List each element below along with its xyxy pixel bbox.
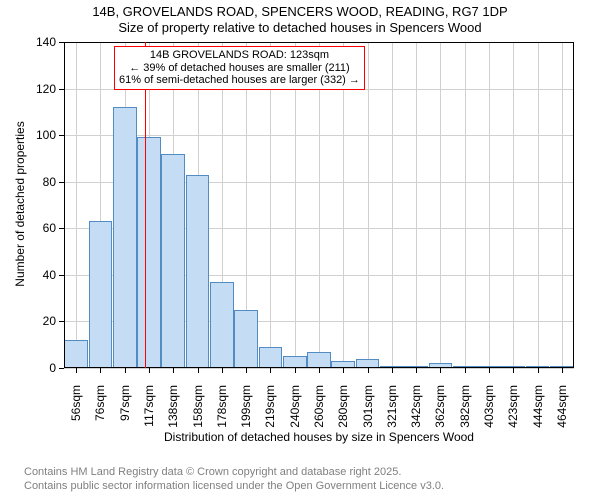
plot-border-right bbox=[573, 42, 574, 368]
x-tick bbox=[198, 368, 199, 373]
x-tick bbox=[416, 368, 417, 373]
gridline-v bbox=[440, 42, 441, 368]
plot-border-left bbox=[64, 42, 65, 368]
x-tick bbox=[100, 368, 101, 373]
gridline-v bbox=[319, 42, 320, 368]
gridline-v bbox=[416, 42, 417, 368]
annotation-line-3: 61% of semi-detached houses are larger (… bbox=[119, 74, 360, 87]
gridline-v bbox=[489, 42, 490, 368]
y-tick bbox=[59, 42, 64, 43]
x-tick-label: 280sqm bbox=[336, 385, 350, 435]
y-tick-label: 140 bbox=[0, 35, 56, 49]
histogram-bar bbox=[234, 310, 258, 368]
y-tick bbox=[59, 275, 64, 276]
footer-line-1: Contains HM Land Registry data © Crown c… bbox=[24, 466, 401, 478]
histogram-bar bbox=[64, 340, 88, 368]
plot-border-top bbox=[64, 42, 574, 43]
x-tick-label: 240sqm bbox=[288, 385, 302, 435]
y-tick bbox=[59, 182, 64, 183]
chart-root: 14B, GROVELANDS ROAD, SPENCERS WOOD, REA… bbox=[0, 0, 600, 500]
title-line-2: Size of property relative to detached ho… bbox=[0, 20, 600, 36]
gridline-v bbox=[270, 42, 271, 368]
y-tick-label: 0 bbox=[0, 361, 56, 375]
x-tick bbox=[222, 368, 223, 373]
x-tick bbox=[343, 368, 344, 373]
x-tick bbox=[465, 368, 466, 373]
x-tick bbox=[125, 368, 126, 373]
histogram-bar bbox=[137, 137, 161, 368]
x-tick bbox=[562, 368, 563, 373]
gridline-v bbox=[465, 42, 466, 368]
title-line-1: 14B, GROVELANDS ROAD, SPENCERS WOOD, REA… bbox=[0, 4, 600, 20]
x-tick-label: 260sqm bbox=[312, 385, 326, 435]
y-tick-label: 80 bbox=[0, 175, 56, 189]
x-tick-label: 464sqm bbox=[555, 385, 569, 435]
x-tick bbox=[270, 368, 271, 373]
x-tick bbox=[513, 368, 514, 373]
gridline-v bbox=[295, 42, 296, 368]
x-tick-label: 444sqm bbox=[531, 385, 545, 435]
x-tick-label: 76sqm bbox=[93, 385, 107, 435]
y-tick-label: 40 bbox=[0, 268, 56, 282]
x-tick bbox=[149, 368, 150, 373]
x-tick bbox=[392, 368, 393, 373]
x-tick-label: 342sqm bbox=[409, 385, 423, 435]
marker-line bbox=[145, 42, 146, 368]
histogram-bar bbox=[259, 347, 283, 368]
histogram-bar bbox=[186, 175, 210, 368]
histogram-bar bbox=[89, 221, 113, 368]
gridline-v bbox=[368, 42, 369, 368]
y-tick bbox=[59, 89, 64, 90]
y-tick-label: 100 bbox=[0, 128, 56, 142]
y-tick bbox=[59, 135, 64, 136]
x-tick-label: 219sqm bbox=[263, 385, 277, 435]
x-tick-label: 138sqm bbox=[166, 385, 180, 435]
x-tick-label: 362sqm bbox=[433, 385, 447, 435]
y-tick-label: 20 bbox=[0, 314, 56, 328]
y-tick-label: 60 bbox=[0, 221, 56, 235]
gridline-v bbox=[513, 42, 514, 368]
x-tick-label: 301sqm bbox=[361, 385, 375, 435]
histogram-bar bbox=[161, 154, 185, 368]
y-tick bbox=[59, 368, 64, 369]
x-tick bbox=[489, 368, 490, 373]
x-tick-label: 158sqm bbox=[191, 385, 205, 435]
gridline-v bbox=[76, 42, 77, 368]
histogram-bar bbox=[113, 107, 137, 368]
histogram-bar bbox=[210, 282, 234, 368]
y-tick-label: 120 bbox=[0, 82, 56, 96]
footer-line-2: Contains public sector information licen… bbox=[24, 480, 444, 492]
x-tick-label: 321sqm bbox=[385, 385, 399, 435]
x-tick-label: 199sqm bbox=[239, 385, 253, 435]
gridline-v bbox=[343, 42, 344, 368]
x-tick bbox=[440, 368, 441, 373]
x-tick bbox=[319, 368, 320, 373]
annotation-box: 14B GROVELANDS ROAD: 123sqm ← 39% of det… bbox=[114, 46, 365, 90]
titles: 14B, GROVELANDS ROAD, SPENCERS WOOD, REA… bbox=[0, 0, 600, 35]
x-tick bbox=[173, 368, 174, 373]
x-tick-label: 423sqm bbox=[506, 385, 520, 435]
plot-area bbox=[64, 42, 574, 368]
x-tick-label: 56sqm bbox=[69, 385, 83, 435]
histogram-bar bbox=[307, 352, 331, 368]
x-tick-label: 382sqm bbox=[458, 385, 472, 435]
x-tick bbox=[76, 368, 77, 373]
x-tick-label: 403sqm bbox=[482, 385, 496, 435]
gridline-v bbox=[562, 42, 563, 368]
y-tick bbox=[59, 321, 64, 322]
x-tick bbox=[368, 368, 369, 373]
x-tick-label: 117sqm bbox=[142, 385, 156, 435]
y-tick bbox=[59, 228, 64, 229]
x-tick bbox=[295, 368, 296, 373]
gridline-v bbox=[538, 42, 539, 368]
x-tick-label: 97sqm bbox=[118, 385, 132, 435]
annotation-line-1: 14B GROVELANDS ROAD: 123sqm bbox=[119, 49, 360, 62]
x-tick-label: 178sqm bbox=[215, 385, 229, 435]
annotation-line-2: ← 39% of detached houses are smaller (21… bbox=[119, 62, 360, 75]
x-tick bbox=[538, 368, 539, 373]
x-tick bbox=[246, 368, 247, 373]
gridline-v bbox=[392, 42, 393, 368]
